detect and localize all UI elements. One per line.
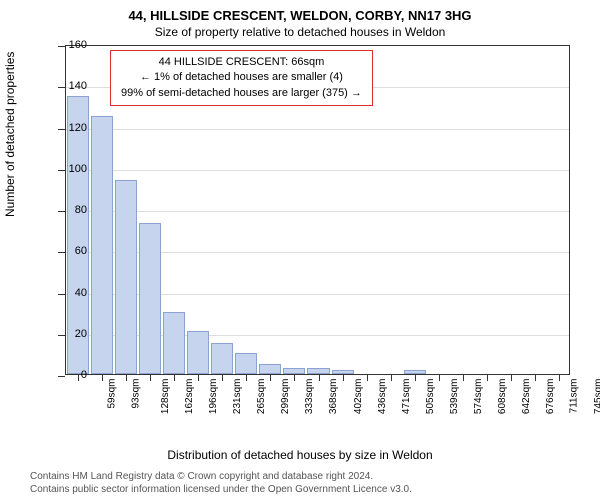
page-subtitle: Size of property relative to detached ho… bbox=[0, 23, 600, 39]
bar bbox=[115, 180, 137, 374]
x-tick-label: 676sqm bbox=[545, 379, 556, 415]
x-tick-label: 642sqm bbox=[521, 379, 532, 415]
y-tick-label: 140 bbox=[57, 80, 87, 92]
x-tick-label: 711sqm bbox=[568, 379, 579, 414]
x-tick bbox=[511, 374, 512, 381]
gridline bbox=[66, 170, 569, 171]
gridline bbox=[66, 211, 569, 212]
bar bbox=[187, 331, 209, 374]
x-tick-label: 402sqm bbox=[353, 379, 364, 415]
bar bbox=[211, 343, 233, 374]
x-tick-label: 574sqm bbox=[473, 379, 484, 415]
x-tick-label: 333sqm bbox=[304, 379, 315, 415]
x-tick bbox=[463, 374, 464, 381]
x-tick bbox=[174, 374, 175, 381]
footer-attribution: Contains HM Land Registry data © Crown c… bbox=[30, 470, 580, 496]
x-tick bbox=[439, 374, 440, 381]
x-tick bbox=[415, 374, 416, 381]
x-tick bbox=[270, 374, 271, 381]
infobox-line1: 44 HILLSIDE CRESCENT: 66sqm bbox=[121, 55, 362, 70]
x-tick bbox=[294, 374, 295, 381]
x-tick-label: 162sqm bbox=[184, 379, 195, 415]
y-tick-label: 160 bbox=[57, 39, 87, 51]
x-tick-label: 539sqm bbox=[449, 379, 460, 415]
infobox-line2: ← 1% of detached houses are smaller (4) bbox=[121, 70, 362, 85]
x-tick bbox=[367, 374, 368, 381]
x-tick-label: 196sqm bbox=[208, 379, 219, 415]
y-tick-label: 0 bbox=[57, 369, 87, 381]
x-tick-label: 505sqm bbox=[425, 379, 436, 415]
x-tick bbox=[343, 374, 344, 381]
x-tick bbox=[126, 374, 127, 381]
y-tick-label: 100 bbox=[57, 163, 87, 175]
y-tick-label: 60 bbox=[57, 245, 87, 257]
bar bbox=[139, 223, 161, 374]
bar bbox=[163, 312, 185, 374]
chart-container: 44, HILLSIDE CRESCENT, WELDON, CORBY, NN… bbox=[0, 0, 600, 500]
page-title: 44, HILLSIDE CRESCENT, WELDON, CORBY, NN… bbox=[0, 0, 600, 23]
x-tick-label: 436sqm bbox=[377, 379, 388, 415]
x-tick bbox=[246, 374, 247, 381]
footer-line2: Contains public sector information licen… bbox=[30, 483, 580, 496]
summary-infobox: 44 HILLSIDE CRESCENT: 66sqm ← 1% of deta… bbox=[110, 50, 373, 106]
x-tick-label: 745sqm bbox=[593, 379, 600, 415]
x-tick-label: 299sqm bbox=[280, 379, 291, 415]
bar bbox=[235, 353, 257, 374]
infobox-line3: 99% of semi-detached houses are larger (… bbox=[121, 86, 362, 101]
x-tick bbox=[487, 374, 488, 381]
x-tick-label: 471sqm bbox=[401, 379, 412, 415]
x-tick-label: 128sqm bbox=[160, 379, 171, 415]
y-tick-label: 40 bbox=[57, 287, 87, 299]
x-tick-label: 59sqm bbox=[107, 379, 118, 409]
x-tick-label: 608sqm bbox=[497, 379, 508, 415]
bar bbox=[259, 364, 281, 374]
x-tick-label: 231sqm bbox=[232, 379, 243, 415]
x-tick-label: 368sqm bbox=[329, 379, 340, 415]
bar bbox=[91, 116, 113, 374]
y-axis-title: Number of detached properties bbox=[3, 52, 17, 217]
x-tick bbox=[559, 374, 560, 381]
x-tick bbox=[150, 374, 151, 381]
y-tick-label: 20 bbox=[57, 328, 87, 340]
x-tick bbox=[102, 374, 103, 381]
x-tick bbox=[319, 374, 320, 381]
x-tick bbox=[391, 374, 392, 381]
x-tick-label: 93sqm bbox=[131, 379, 142, 409]
y-tick-label: 120 bbox=[57, 122, 87, 134]
y-tick-label: 80 bbox=[57, 204, 87, 216]
x-tick bbox=[535, 374, 536, 381]
gridline bbox=[66, 129, 569, 130]
x-tick bbox=[198, 374, 199, 381]
x-tick bbox=[222, 374, 223, 381]
x-axis-title: Distribution of detached houses by size … bbox=[0, 448, 600, 462]
footer-line1: Contains HM Land Registry data © Crown c… bbox=[30, 470, 580, 483]
x-tick-label: 265sqm bbox=[256, 379, 267, 415]
